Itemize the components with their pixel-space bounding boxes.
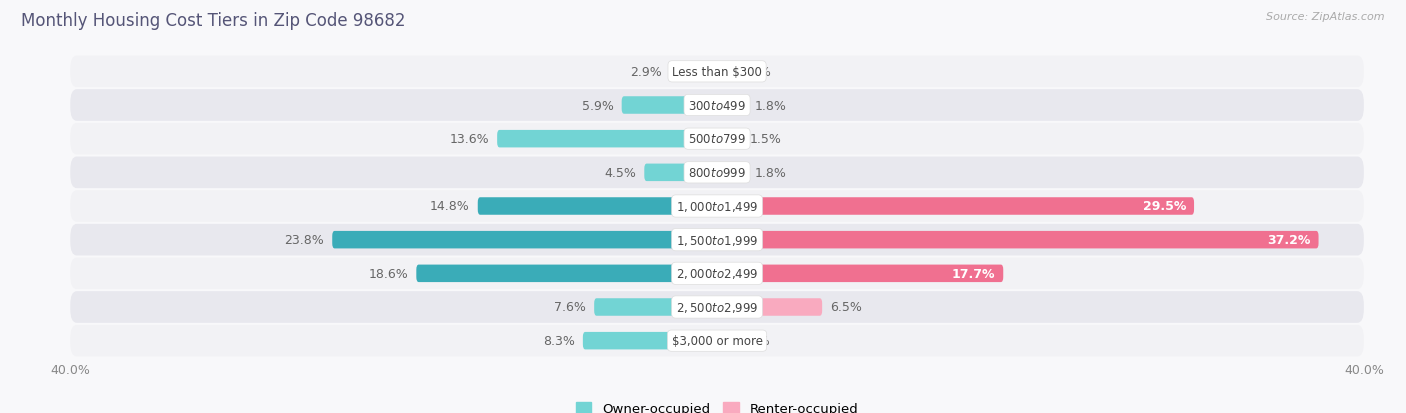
Text: Source: ZipAtlas.com: Source: ZipAtlas.com [1267,12,1385,22]
Text: 29.5%: 29.5% [1143,200,1187,213]
Text: 1.8%: 1.8% [754,99,786,112]
FancyBboxPatch shape [583,332,717,349]
FancyBboxPatch shape [717,64,723,81]
FancyBboxPatch shape [70,191,1364,222]
FancyBboxPatch shape [717,198,1194,215]
FancyBboxPatch shape [644,164,717,182]
Text: 17.7%: 17.7% [952,267,995,280]
FancyBboxPatch shape [70,224,1364,256]
Text: 0.37%: 0.37% [731,66,770,78]
FancyBboxPatch shape [717,164,747,182]
FancyBboxPatch shape [498,131,717,148]
Text: 0.31%: 0.31% [730,335,770,347]
FancyBboxPatch shape [478,198,717,215]
FancyBboxPatch shape [717,97,747,114]
Text: 8.3%: 8.3% [543,335,575,347]
FancyBboxPatch shape [70,292,1364,323]
FancyBboxPatch shape [70,258,1364,290]
Text: 1.8%: 1.8% [754,166,786,179]
FancyBboxPatch shape [332,231,717,249]
Text: $1,000 to $1,499: $1,000 to $1,499 [676,199,758,214]
FancyBboxPatch shape [70,123,1364,155]
Text: 2.9%: 2.9% [630,66,662,78]
FancyBboxPatch shape [671,64,717,81]
FancyBboxPatch shape [717,299,823,316]
Text: Monthly Housing Cost Tiers in Zip Code 98682: Monthly Housing Cost Tiers in Zip Code 9… [21,12,405,30]
FancyBboxPatch shape [416,265,717,282]
Text: $1,500 to $1,999: $1,500 to $1,999 [676,233,758,247]
Text: 6.5%: 6.5% [830,301,862,314]
Text: $300 to $499: $300 to $499 [688,99,747,112]
FancyBboxPatch shape [717,131,741,148]
FancyBboxPatch shape [717,231,1319,249]
Text: 18.6%: 18.6% [368,267,408,280]
Text: $2,500 to $2,999: $2,500 to $2,999 [676,300,758,314]
Text: $800 to $999: $800 to $999 [688,166,747,179]
FancyBboxPatch shape [70,90,1364,121]
Text: $3,000 or more: $3,000 or more [672,335,762,347]
Text: 14.8%: 14.8% [430,200,470,213]
FancyBboxPatch shape [621,97,717,114]
Text: 4.5%: 4.5% [605,166,636,179]
Text: $500 to $799: $500 to $799 [688,133,747,146]
Text: 5.9%: 5.9% [582,99,613,112]
Text: 7.6%: 7.6% [554,301,586,314]
Text: 23.8%: 23.8% [284,234,325,247]
FancyBboxPatch shape [70,57,1364,88]
Text: Less than $300: Less than $300 [672,66,762,78]
FancyBboxPatch shape [70,325,1364,356]
Text: 13.6%: 13.6% [450,133,489,146]
FancyBboxPatch shape [717,332,723,349]
FancyBboxPatch shape [717,265,1004,282]
Text: $2,000 to $2,499: $2,000 to $2,499 [676,267,758,281]
Legend: Owner-occupied, Renter-occupied: Owner-occupied, Renter-occupied [571,396,863,413]
FancyBboxPatch shape [70,157,1364,189]
Text: 37.2%: 37.2% [1267,234,1310,247]
Text: 1.5%: 1.5% [749,133,782,146]
FancyBboxPatch shape [595,299,717,316]
